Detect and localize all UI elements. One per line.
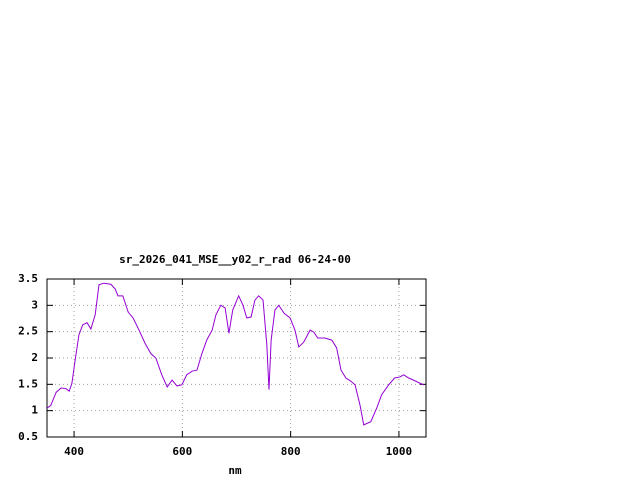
y-tick-label: 3 bbox=[31, 298, 38, 311]
x-tick-label: 800 bbox=[281, 445, 301, 458]
x-axis-label: nm bbox=[228, 464, 242, 477]
x-tick-label: 1000 bbox=[386, 445, 413, 458]
x-tick-label: 400 bbox=[64, 445, 84, 458]
x-tick-label: 600 bbox=[172, 445, 192, 458]
y-tick-label: 2.5 bbox=[18, 325, 38, 338]
y-tick-label: 0.5 bbox=[18, 430, 38, 443]
chart-title: sr_2026_041_MSE__y02_r_rad 06-24-00 bbox=[119, 253, 351, 266]
y-tick-label: 1.5 bbox=[18, 377, 38, 390]
y-tick-label: 3.5 bbox=[18, 272, 38, 285]
y-tick-label: 2 bbox=[31, 351, 38, 364]
plot-border bbox=[46, 278, 427, 438]
data-line bbox=[46, 282, 425, 426]
y-tick-label: 1 bbox=[31, 404, 38, 417]
